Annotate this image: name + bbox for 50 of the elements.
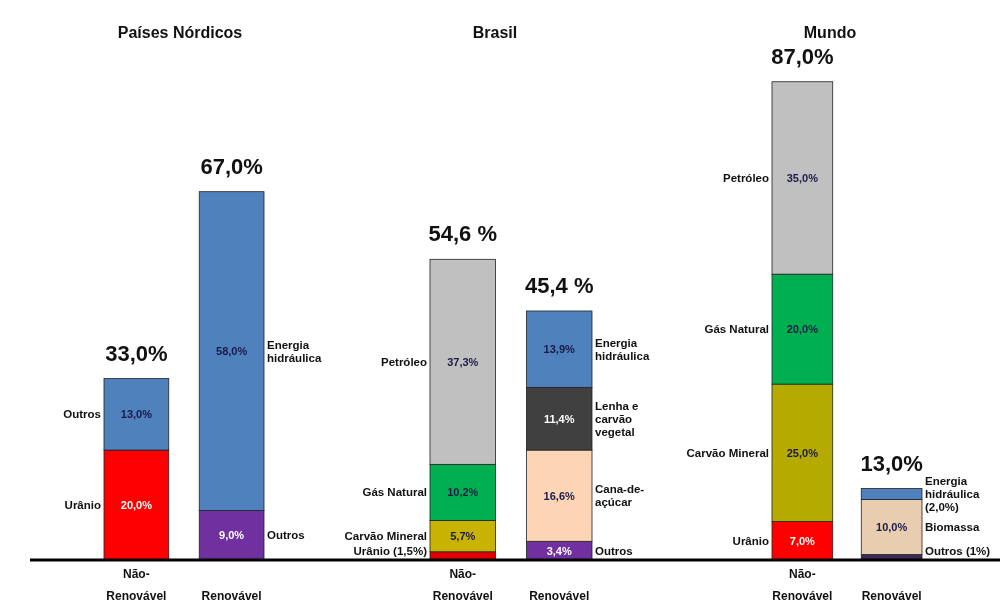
series-label: Energia hidráulica — [267, 338, 322, 364]
data-label: 5,7% — [450, 529, 476, 542]
chart-title: Brasil — [472, 24, 518, 41]
chart-title: Países Nórdicos — [117, 24, 243, 41]
series-label: Urânio — [64, 499, 101, 512]
series-label: Petróleo — [380, 355, 427, 368]
total-label: 33,0% — [105, 340, 168, 366]
series-label: Petróleo — [722, 171, 769, 184]
data-label: 35,0% — [786, 171, 819, 184]
data-label: 20,0% — [786, 322, 819, 335]
x-tick-label: Não-Renovável — [106, 567, 167, 603]
series-label: Gás Natural — [704, 323, 769, 336]
data-label: 10,0% — [876, 520, 908, 533]
x-tick-label: Renovável — [529, 589, 590, 603]
data-label: 13,0% — [120, 408, 153, 421]
data-label: 7,0% — [789, 534, 816, 547]
data-label: 13,9% — [543, 343, 576, 356]
total-label: 67,0% — [200, 153, 263, 179]
series-label: Lenha e carvão vegetal — [595, 399, 639, 438]
data-label: 16,6% — [543, 489, 576, 502]
series-label: Urânio (1,5%) — [353, 544, 428, 557]
series-label: Energia hidráulica (2,0%) — [925, 475, 980, 514]
series-label: Carvão Mineral — [686, 446, 769, 459]
series-label: Urânio — [732, 534, 769, 547]
data-label: 11,4% — [543, 412, 575, 425]
chart-title: Mundo — [803, 24, 857, 41]
series-label: Outros — [63, 408, 101, 421]
x-tick-label: Não-Renovável — [432, 567, 493, 603]
data-label: 20,0% — [120, 498, 153, 511]
series-label: Gás Natural — [362, 486, 427, 499]
series-label: Cana-de-açúcar — [595, 483, 645, 509]
total-label: 45,4 % — [524, 272, 594, 298]
x-tick-label: Renovável — [861, 589, 922, 603]
total-label: 54,6 % — [428, 221, 498, 247]
x-tick-label: Não-Renovável — [772, 567, 833, 603]
data-label: 25,0% — [786, 446, 819, 459]
data-label: 37,3% — [447, 355, 479, 368]
total-label: 13,0% — [860, 450, 923, 476]
series-label: Outros — [267, 529, 305, 542]
data-label: 58,0% — [216, 344, 248, 357]
series-label: Carvão Mineral — [344, 529, 427, 542]
data-label: 10,2% — [447, 486, 479, 499]
data-label: 3,4% — [546, 544, 572, 557]
series-label: Outros — [595, 544, 633, 557]
series-label: Energia hidráulica — [595, 336, 650, 362]
series-label: Outros (1%) — [925, 544, 991, 557]
data-label: 9,0% — [219, 529, 245, 542]
x-tick-label: Renovável — [201, 589, 262, 603]
series-label: Biomassa — [925, 521, 980, 534]
total-label: 87,0% — [771, 43, 834, 69]
